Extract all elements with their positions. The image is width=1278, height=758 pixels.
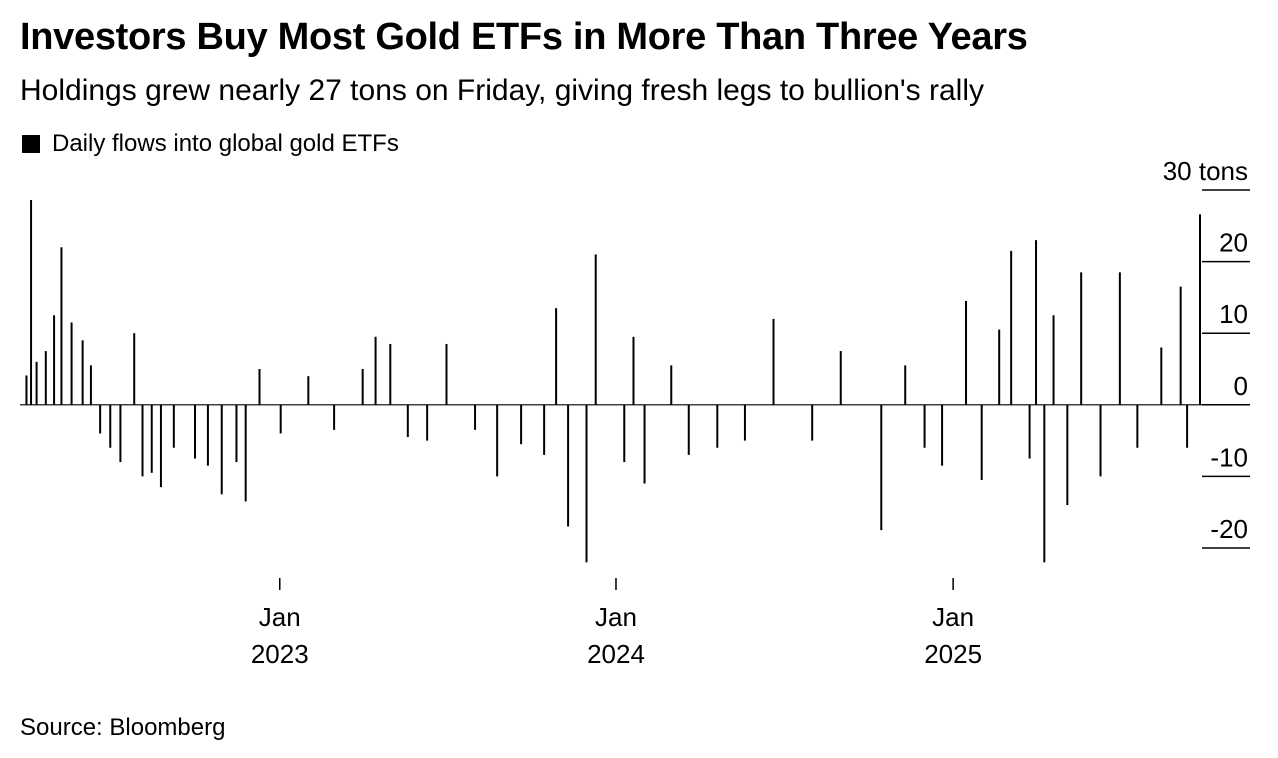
flow-bar: [53, 315, 56, 405]
flow-bar: [220, 404, 223, 495]
flow-bar: [141, 404, 144, 477]
x-tick-month: Jan: [932, 602, 974, 632]
y-tick-label: -10: [1210, 442, 1248, 472]
flow-bar: [60, 247, 63, 405]
flow-bar: [119, 404, 122, 463]
flow-bar: [445, 343, 448, 405]
flow-bar: [81, 340, 84, 405]
flow-bar: [965, 300, 968, 405]
flow-bar: [374, 336, 377, 405]
flow-bar: [632, 336, 635, 405]
flow-bar: [25, 375, 28, 405]
flow-bar: [623, 404, 626, 463]
x-axis: Jan 2023 Jan 2024 Jan 2025: [251, 578, 982, 669]
y-axis: 30 tons 20 10 0 -10 -20: [1163, 156, 1250, 549]
chart-title: Investors Buy Most Gold ETFs in More Tha…: [20, 16, 1028, 58]
flow-bar: [361, 369, 364, 405]
flow-bar: [44, 351, 47, 405]
y-tick-label: 0: [1234, 371, 1248, 401]
flow-bar: [839, 351, 842, 405]
flow-bar: [1066, 404, 1069, 506]
y-tick-label: 10: [1219, 299, 1248, 329]
flow-bar: [941, 404, 944, 466]
flow-bar: [772, 318, 775, 405]
x-tick-month: Jan: [259, 602, 301, 632]
flow-bar: [133, 333, 136, 405]
flow-bar: [998, 329, 1001, 405]
flow-bar: [923, 404, 926, 448]
source-note: Source: Bloomberg: [20, 714, 226, 741]
flow-bar: [172, 404, 175, 448]
flow-bar: [194, 404, 197, 459]
y-tick-label: -20: [1210, 514, 1248, 544]
flow-bar: [980, 404, 983, 480]
flow-bar: [585, 404, 588, 563]
flow-bar: [30, 200, 33, 405]
flow-bar: [389, 343, 392, 405]
flow-bar: [670, 365, 673, 405]
flow-bar: [520, 404, 523, 445]
chart-legend: Daily flows into global gold ETFs: [22, 130, 399, 158]
flow-bar: [279, 404, 282, 434]
flow-bar: [244, 404, 247, 502]
flow-bar: [1052, 315, 1055, 405]
y-tick-label: 30 tons: [1163, 156, 1248, 186]
flow-bar: [716, 404, 719, 448]
x-tick-year: 2023: [251, 639, 309, 669]
flow-bar: [880, 404, 883, 531]
flow-bar: [687, 404, 690, 455]
flow-bar: [543, 404, 546, 455]
flow-bar: [1080, 272, 1083, 405]
flow-bar: [496, 404, 499, 477]
flow-bar: [258, 369, 261, 405]
flow-bar: [89, 365, 92, 405]
flow-bar: [406, 404, 409, 438]
flow-bar: [904, 365, 907, 405]
flow-bar: [643, 404, 646, 484]
flow-bar: [70, 322, 73, 405]
chart-area: 30 tons 20 10 0 -10 -20 Jan 2023 Jan 2024 Jan 2025: [20, 156, 1250, 669]
flow-bar: [743, 404, 746, 441]
flow-bar: [474, 404, 477, 430]
x-tick-year: 2025: [924, 639, 982, 669]
chart-subtitle: Holdings grew nearly 27 tons on Friday, …: [20, 74, 984, 107]
flow-bar: [150, 404, 153, 473]
flow-bar: [99, 404, 102, 434]
flow-bar: [426, 404, 429, 441]
flow-bar: [109, 404, 112, 448]
flow-bar: [1136, 404, 1139, 448]
legend-label: Daily flows into global gold ETFs: [52, 130, 399, 157]
x-tick-year: 2024: [587, 639, 645, 669]
flow-bar: [307, 376, 310, 405]
flow-bar: [333, 404, 336, 430]
flow-bar: [555, 308, 558, 405]
x-tick-month: Jan: [595, 602, 637, 632]
flow-bar: [1010, 250, 1013, 405]
flow-bar: [1160, 347, 1163, 405]
flow-bar: [594, 254, 597, 405]
flow-bar: [567, 404, 570, 527]
bar-series: [25, 200, 1201, 563]
flow-bar: [159, 404, 162, 488]
flow-bar: [206, 404, 209, 466]
flow-bar: [811, 404, 814, 441]
flow-bar: [1186, 404, 1189, 448]
flow-bar: [1118, 272, 1121, 405]
flow-bar: [1099, 404, 1102, 477]
flow-bar: [35, 361, 38, 405]
legend-swatch: [22, 135, 40, 153]
flow-bar: [1028, 404, 1031, 459]
y-tick-label: 20: [1219, 228, 1248, 258]
flow-bar: [235, 404, 238, 463]
flow-bar: [1199, 214, 1201, 405]
flow-bar: [1179, 286, 1182, 405]
flow-bar: [1035, 240, 1038, 405]
flow-bar: [1043, 404, 1046, 563]
